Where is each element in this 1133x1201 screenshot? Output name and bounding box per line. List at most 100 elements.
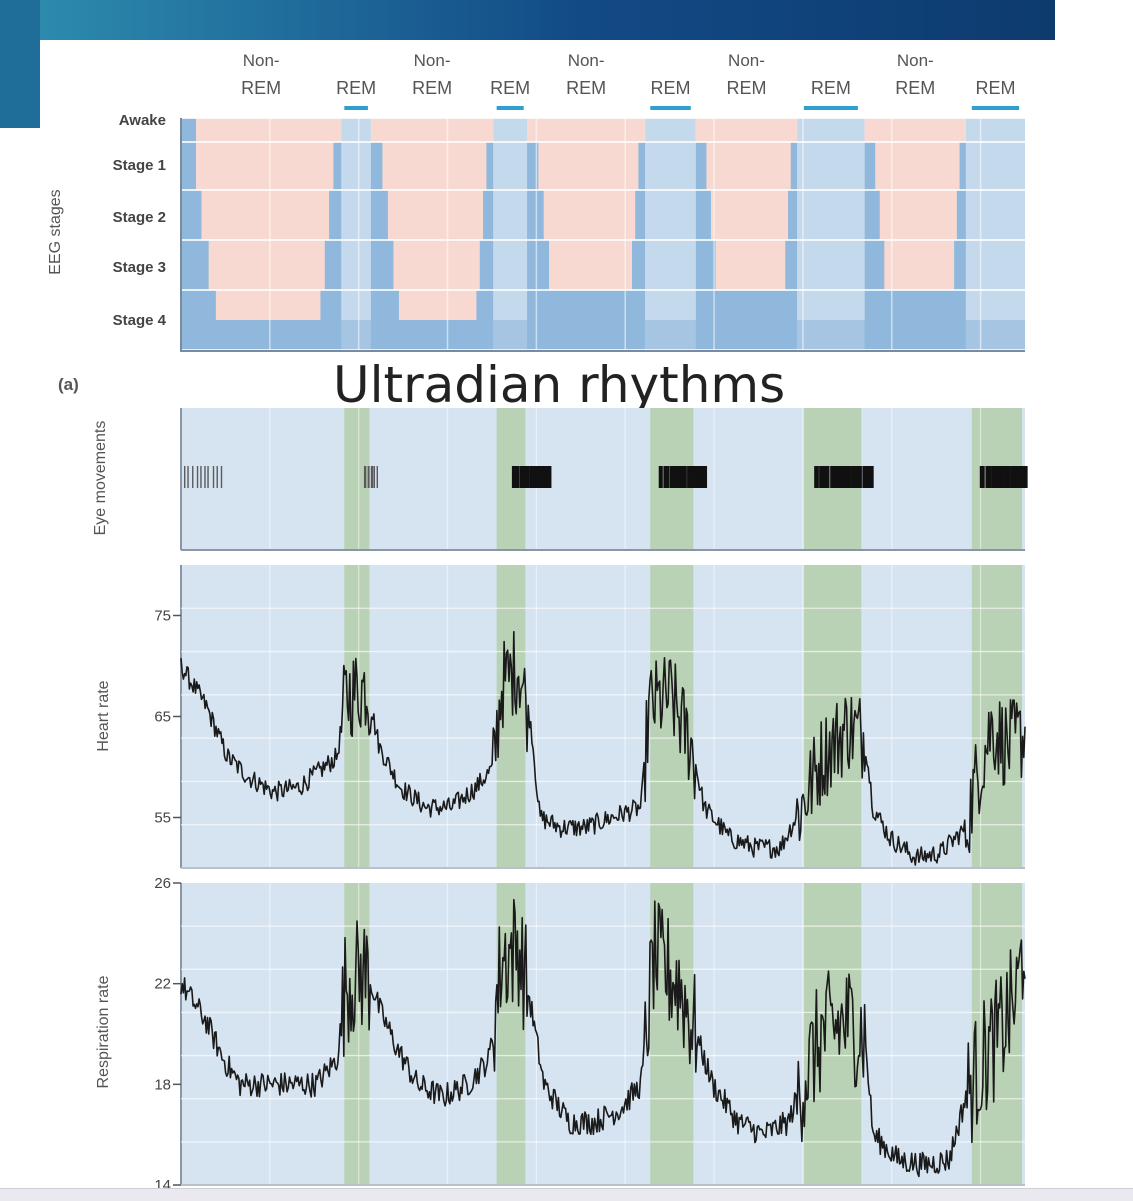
panel-background <box>181 883 1025 1185</box>
hypnogram-stage-fill <box>493 320 528 350</box>
heart-rate-y-axis-title: Heart rate <box>95 680 112 751</box>
hypnogram-stage-label: Stage 2 <box>113 209 166 226</box>
eye-movement-mark <box>539 466 543 488</box>
eye-movement-mark <box>207 466 209 488</box>
hypnogram-awake-start <box>181 118 196 350</box>
rem-marker-bar <box>971 106 1020 110</box>
eye-movement-mark <box>1005 466 1009 488</box>
phase-label-line2: REM <box>726 78 766 98</box>
eye-movement-mark <box>863 466 868 488</box>
eye-movement-mark <box>1017 466 1021 488</box>
eye-movement-mark <box>526 466 530 488</box>
eye-movement-mark <box>869 466 874 488</box>
eye-movement-mark <box>816 466 819 488</box>
phase-label-line2: REM <box>811 78 851 98</box>
rem-band <box>803 565 862 868</box>
eye-movement-mark <box>854 466 858 488</box>
hypnogram-stage-edge <box>790 142 798 190</box>
eye-movement-mark <box>545 466 549 488</box>
phase-label-line1: Non- <box>243 51 280 70</box>
eye-movement-mark <box>667 466 670 488</box>
phase-label-line2: REM <box>336 78 376 98</box>
y-tick-label: 65 <box>154 709 171 726</box>
hypnogram-stage-fill <box>341 320 371 350</box>
eye-movement-mark <box>980 466 983 488</box>
phase-label-line2: REM <box>651 78 691 98</box>
hypnogram-stage-edge <box>632 240 646 290</box>
rem-band <box>496 565 526 868</box>
eye-movement-mark <box>1002 466 1006 488</box>
hypnogram-stage-edge <box>635 190 646 240</box>
hypnogram-stage-edge <box>370 190 388 240</box>
hypnogram-stage-edge <box>788 190 798 240</box>
eye-movement-mark <box>192 466 194 488</box>
eye-movement-mark <box>664 466 668 488</box>
hypnogram-stage-edge <box>527 142 539 190</box>
hypnogram-stage-edge <box>695 190 711 240</box>
hypnogram-rem-fill <box>797 142 865 350</box>
hypnogram-stage-edge <box>956 190 966 240</box>
rem-marker-bar <box>344 106 368 110</box>
eye-movement-mark <box>858 466 862 488</box>
hypnogram-stage-edge <box>324 240 342 290</box>
respiration-y-axis-title: Respiration rate <box>95 975 112 1088</box>
eye-movement-mark <box>987 466 992 488</box>
eye-movement-mark <box>687 466 692 488</box>
hypnogram-stage-edge <box>479 240 494 290</box>
hypnogram-stage-label: Stage 4 <box>113 312 167 329</box>
banner-side-block <box>0 0 40 128</box>
hypnogram-stage-edge <box>695 142 707 190</box>
eye-movement-mark <box>830 466 835 488</box>
hypnogram-stage-edge <box>864 142 876 190</box>
eye-movement-mark <box>516 466 520 488</box>
eye-movement-mark <box>683 466 687 488</box>
hypnogram-stage-edge <box>483 190 494 240</box>
eye-movement-mark <box>871 466 874 488</box>
respiration-rate-series-line <box>180 898 1026 1178</box>
eye-movement-mark <box>703 466 708 488</box>
phase-label-line2: REM <box>490 78 530 98</box>
panel-background <box>181 408 1025 550</box>
hypnogram-stage-edge <box>695 240 716 290</box>
panel-label: (a) <box>58 375 79 394</box>
eye-movement-mark <box>822 466 827 488</box>
rem-band <box>650 883 694 1185</box>
eye-movement-mark <box>852 466 857 488</box>
eye-movement-mark <box>847 466 850 488</box>
hypnogram-rem-fill <box>493 142 528 350</box>
hypnogram-stage-fill <box>797 320 865 350</box>
rem-marker-bar <box>496 106 524 110</box>
hypnogram-stage-edge <box>864 240 885 290</box>
hypnogram-stage-fill <box>527 320 646 350</box>
hypnogram-stage-fill <box>181 320 342 350</box>
phase-label-line1: Non- <box>728 51 765 70</box>
eye-movement-mark <box>1013 466 1017 488</box>
eye-movement-mark <box>212 466 215 488</box>
eye-movement-mark <box>187 466 189 488</box>
hypnogram-stage-edge <box>959 142 966 190</box>
eye-movement-mark <box>547 466 552 488</box>
panel-background <box>181 565 1025 868</box>
eye-movement-mark <box>538 466 541 488</box>
eye-movement-mark <box>991 466 996 488</box>
hypnogram-stage-edge <box>954 240 966 290</box>
eye-movement-mark <box>837 466 842 488</box>
hypnogram-stage-fill <box>965 320 1025 350</box>
heart-rate-series-line <box>180 630 1026 866</box>
eye-movement-mark <box>376 466 378 488</box>
eye-movements-panel <box>180 408 1028 551</box>
eye-movement-mark <box>698 466 702 488</box>
eye-movement-mark <box>220 466 223 488</box>
eye-movement-mark <box>677 466 682 488</box>
eye-movement-mark <box>982 466 985 488</box>
eye-movement-mark <box>680 466 684 488</box>
eye-movement-mark <box>826 466 830 488</box>
eye-movement-mark <box>995 466 998 488</box>
eye-movement-mark <box>660 466 663 488</box>
eye-movement-mark <box>520 466 524 488</box>
hypnogram-stage-ticks: Awake Stage 1 Stage 2 Stage 3 Stage 4 <box>113 112 167 329</box>
eye-movement-mark <box>373 466 376 488</box>
hypnogram-stage-edge <box>370 142 383 190</box>
eye-movement-mark <box>844 466 850 488</box>
